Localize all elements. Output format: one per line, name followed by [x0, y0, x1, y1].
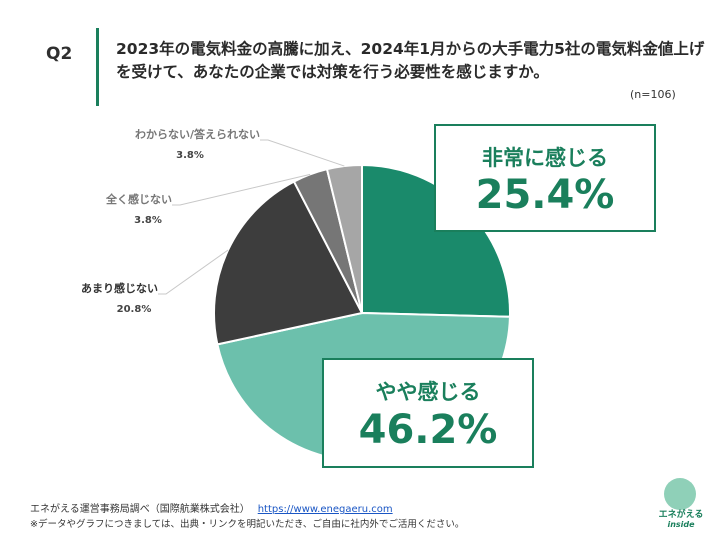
source-link[interactable]: https://www.enegaeru.com	[257, 504, 393, 515]
usage-note: ※データやグラフにつきましては、出典・リンクを明記いただき、ご自由に社内外でご活…	[30, 519, 465, 530]
logo-mark-icon	[664, 478, 696, 510]
question-divider	[96, 28, 99, 106]
callout-very-much: 非常に感じる 25.4%	[434, 124, 656, 232]
slice-value-not-much: 20.8%	[117, 304, 152, 315]
callout-somewhat: やや感じる 46.2%	[322, 358, 534, 468]
callout-somewhat-label: やや感じる	[375, 380, 481, 404]
question-text: 2023年の電気料金の高騰に加え、2024年1月からの大手電力5社の電気料金値上…	[116, 40, 705, 81]
callout-somewhat-value: 46.2%	[358, 407, 498, 453]
slice-label-not-much: あまり感じない	[81, 281, 158, 295]
slice-value-dont-know: 3.8%	[176, 150, 204, 161]
sample-size: (n=106)	[630, 88, 676, 101]
slice-labels: あまり感じない 20.8% 全く感じない 3.8% わからない/答えられない 3.8%	[81, 127, 260, 315]
source-text: エネがえる運営事務局調べ（国際航業株式会社）	[30, 504, 250, 515]
slice-label-dont-know: わからない/答えられない	[135, 127, 260, 141]
logo-sub: inside	[667, 520, 695, 529]
logo-text: エネがえる inside	[652, 510, 710, 530]
leader-line-dont-know	[260, 139, 345, 167]
logo-name: エネがえる	[658, 510, 704, 520]
leader-line-not-at-all	[172, 173, 311, 206]
slice-value-not-at-all: 3.8%	[134, 215, 162, 226]
enegaeru-logo: エネがえる inside	[652, 476, 710, 534]
callout-very-much-value: 25.4%	[475, 172, 615, 218]
callout-very-much-label: 非常に感じる	[482, 146, 608, 170]
leader-line-not-much	[158, 249, 229, 295]
question-number: Q2	[46, 44, 73, 64]
leader-lines	[158, 139, 345, 295]
slice-label-not-at-all: 全く感じない	[105, 192, 172, 206]
source-credit: エネがえる運営事務局調べ（国際航業株式会社） https://www.enegae…	[30, 500, 393, 515]
